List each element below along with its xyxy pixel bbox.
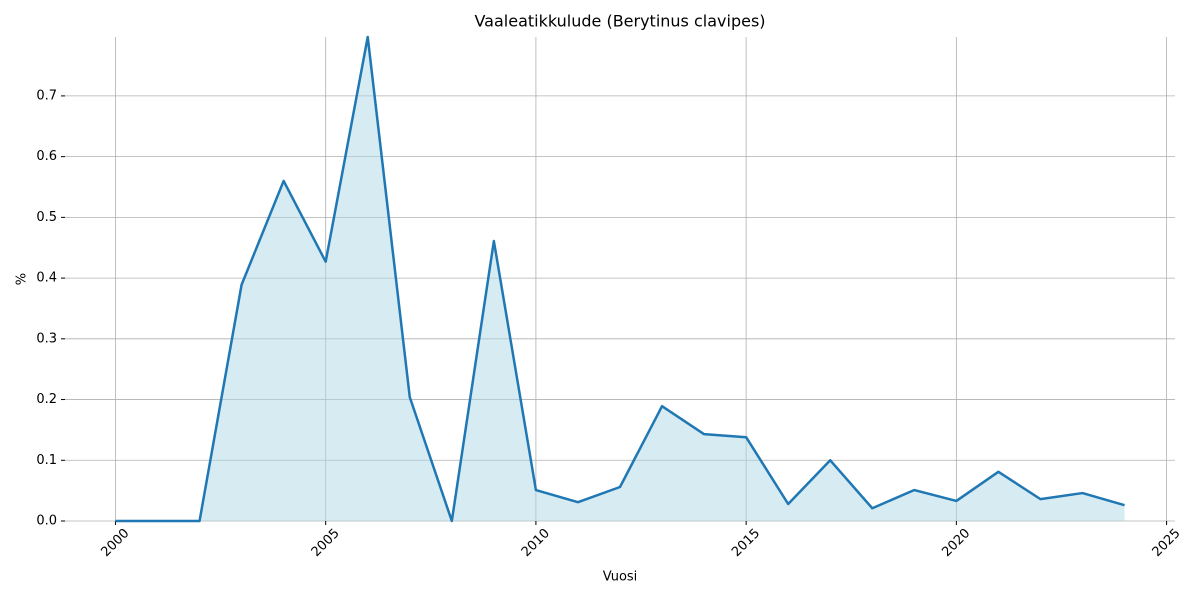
y-tick-label: 0.3 bbox=[36, 331, 57, 346]
x-axis-label: Vuosi bbox=[603, 570, 638, 585]
y-tick-label: 0.4 bbox=[36, 271, 57, 286]
line bbox=[115, 35, 1125, 523]
y-tick-label: 0.0 bbox=[36, 514, 57, 529]
x-tick-label: 2005 bbox=[309, 526, 343, 560]
x-tick-label: 2020 bbox=[939, 526, 973, 560]
y-tick-label: 0.2 bbox=[36, 392, 57, 407]
y-tick-label: 0.1 bbox=[36, 453, 57, 468]
x-tick-label: 2015 bbox=[729, 526, 763, 560]
x-tick-label: 2025 bbox=[1150, 526, 1184, 560]
chart-title: Vaaleatikkulude (Berytinus clavipes) bbox=[474, 12, 765, 31]
y-axis-label: % bbox=[15, 273, 30, 285]
y-tick-label: 0.7 bbox=[36, 88, 57, 103]
y-tick-label: 0.5 bbox=[36, 210, 57, 225]
y-tick-label: 0.6 bbox=[36, 149, 57, 164]
x-tick-label: 2000 bbox=[98, 526, 132, 560]
x-tick-label: 2010 bbox=[519, 526, 553, 560]
area-fill bbox=[115, 37, 1125, 521]
